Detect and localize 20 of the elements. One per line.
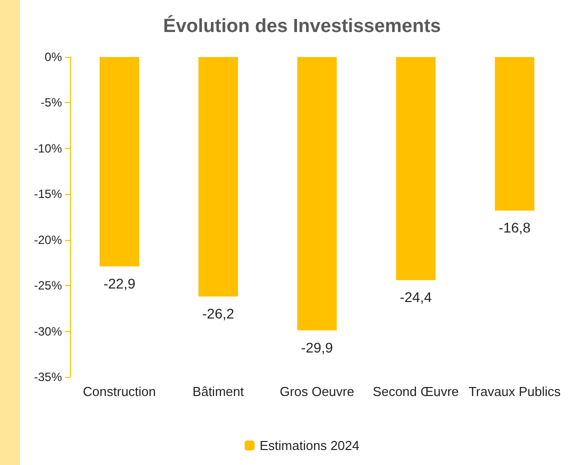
- y-tick-label: -20%: [34, 232, 62, 247]
- y-tick-label: -5%: [40, 96, 62, 110]
- data-label: -22,9: [103, 275, 136, 292]
- x-tick-label: Second Œuvre: [372, 384, 459, 399]
- x-tick-label: Travaux Publics: [468, 384, 562, 399]
- data-label: -16,8: [498, 220, 531, 236]
- data-label: -26,2: [202, 306, 234, 322]
- x-tick-label: Gros Oeuvre: [280, 384, 354, 399]
- legend-label: Estimations 2024: [260, 438, 360, 453]
- chart-title: Évolution des Investissements: [163, 15, 441, 37]
- y-tick-label: -15%: [34, 187, 62, 202]
- y-tick-label: -30%: [34, 324, 62, 338]
- x-tick-label: Construction: [82, 384, 156, 399]
- y-tick-label: -10%: [34, 141, 62, 156]
- y-tick-label: -35%: [34, 370, 62, 384]
- data-label: -24,4: [400, 289, 432, 306]
- x-tick-label: Bâtiment: [192, 384, 244, 399]
- data-label: -29,9: [301, 339, 334, 356]
- y-tick-label: -25%: [34, 278, 62, 293]
- y-tick-label: 0%: [44, 50, 62, 64]
